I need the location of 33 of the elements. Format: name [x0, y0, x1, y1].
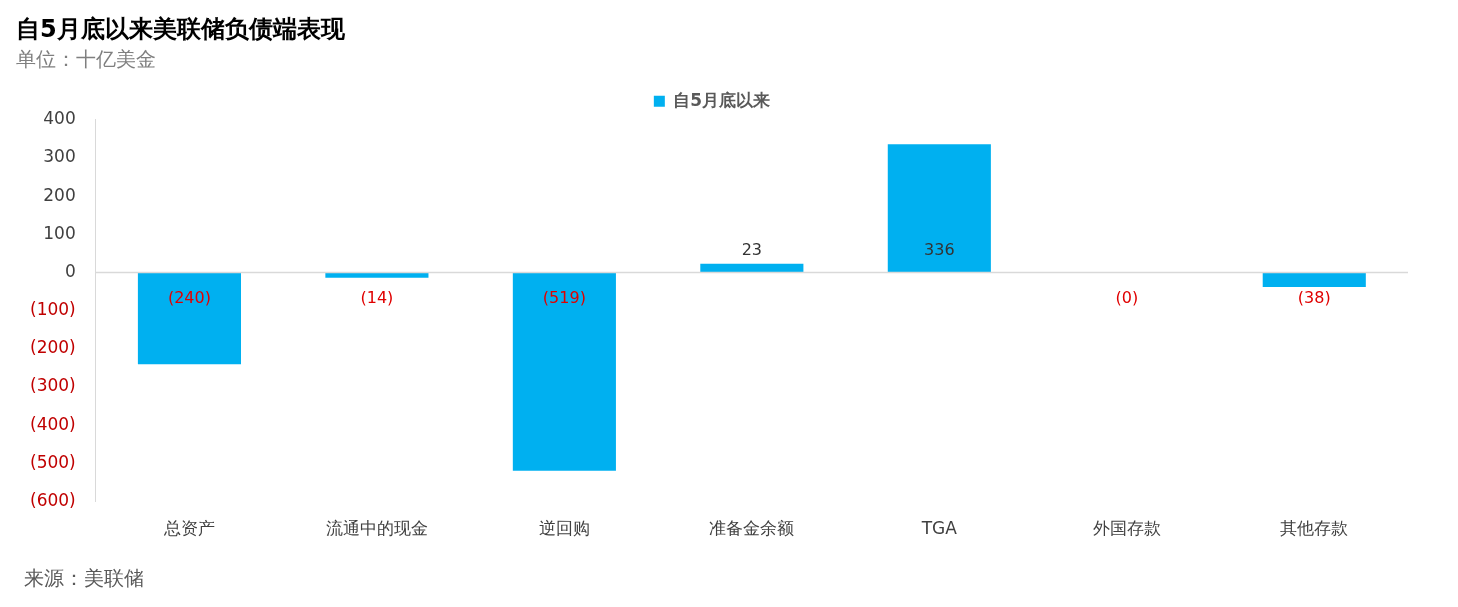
- data-label: (519): [542, 287, 586, 307]
- y-tick-label: (500): [29, 451, 76, 472]
- x-tick-label: 准备金余额: [709, 518, 795, 539]
- y-tick-label: 0: [64, 260, 76, 281]
- y-tick-label: (100): [29, 299, 76, 320]
- data-label: 336: [924, 239, 955, 259]
- data-label: 23: [741, 239, 763, 259]
- y-tick-label: 200: [43, 184, 76, 205]
- bar: [887, 144, 991, 273]
- chart-title: 自5月底以来美联储负债端表现: [16, 14, 346, 43]
- data-label: (38): [1297, 287, 1331, 307]
- y-tick-label: 300: [43, 146, 76, 167]
- x-tick-label: 总资产: [162, 518, 215, 539]
- x-tick-label: 流通中的现金: [325, 518, 428, 539]
- x-tick-label: 其他存款: [1280, 518, 1349, 539]
- bar: [1262, 272, 1366, 288]
- y-tick-label: (400): [29, 413, 76, 434]
- y-tick-label: (600): [29, 490, 76, 511]
- x-tick-label: 外国存款: [1092, 518, 1161, 539]
- chart-subtitle: 单位：十亿美金: [16, 47, 156, 71]
- data-label: (14): [360, 287, 394, 307]
- data-label: (0): [1115, 287, 1139, 307]
- data-label: (240): [167, 287, 211, 307]
- bar: [512, 272, 616, 471]
- x-tick-label: 逆回购: [538, 518, 590, 539]
- x-tick-label: TGA: [920, 518, 958, 539]
- source-note: 来源：美联储: [24, 566, 144, 591]
- y-tick-label: (300): [29, 375, 76, 396]
- y-tick-label: 100: [43, 222, 76, 243]
- legend-label: 自5月底以来: [673, 89, 771, 110]
- y-tick-label: 400: [43, 108, 76, 129]
- bar: [137, 272, 241, 365]
- y-tick-label: (200): [29, 337, 76, 358]
